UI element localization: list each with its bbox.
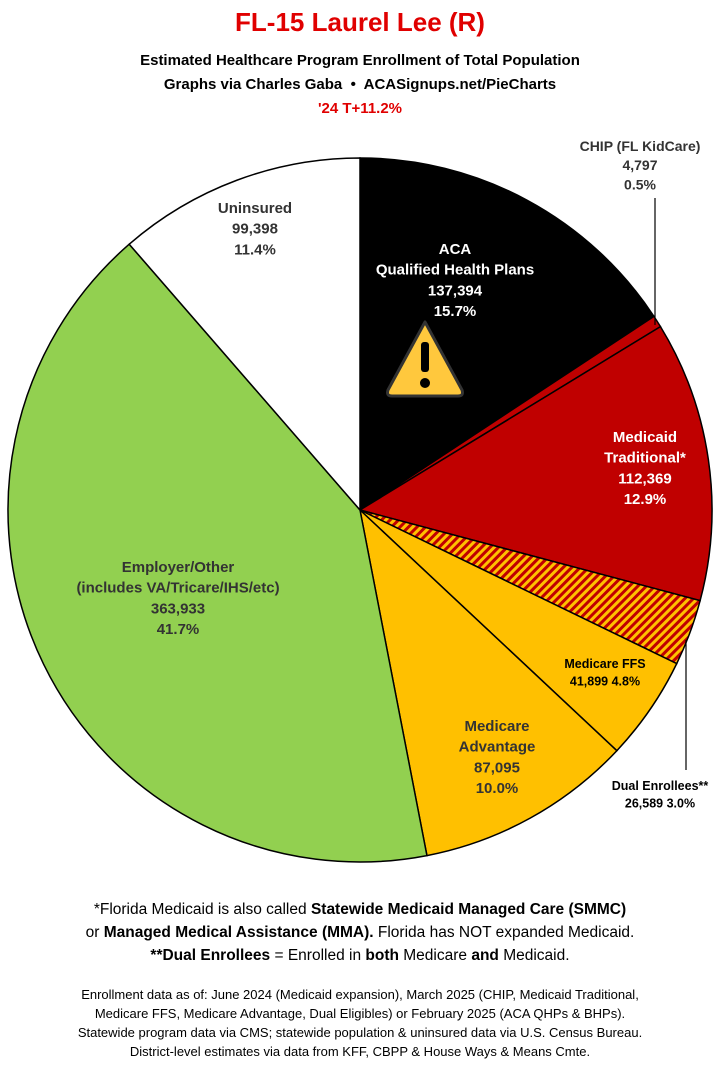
- slice-label: Medicare Advantage: [459, 718, 536, 756]
- slice-value: 41,899 4.8%: [570, 675, 640, 689]
- source-line: Enrollment data as of: June 2024 (Medica…: [81, 987, 639, 1002]
- slice-label: Medicaid Traditional*: [604, 429, 686, 467]
- source-line: District-level estimates via data from K…: [129, 1044, 591, 1059]
- chart: FL-15 Laurel Lee (R) Estimated Healthcar…: [7, 7, 713, 863]
- note-text: or: [85, 924, 104, 941]
- note-text: Florida has NOT expanded Medicaid.: [373, 924, 635, 941]
- pie-slice: [128, 157, 361, 513]
- pie-slice: [7, 243, 428, 863]
- percent-label: 4.8%: [612, 675, 641, 689]
- percent-label: 41.7%: [157, 621, 200, 638]
- labels: ACA Qualified Health Plans 137,394 15.7% CHI…: [76, 138, 708, 811]
- value-label: 363,933: [151, 600, 205, 617]
- value-label: 112,369: [618, 470, 671, 487]
- footnotes: *Florida Medicaid is also called Statewi…: [0, 898, 720, 967]
- value-label: 4,797: [622, 157, 657, 173]
- footnote: *Florida Medicaid is also called Statewi…: [0, 898, 720, 921]
- note-text: Medicaid.: [498, 947, 570, 964]
- percent-label: 11.4%: [234, 241, 276, 258]
- pie: [7, 157, 713, 863]
- source-line: Medicare FFS, Medicare Advantage, Dual E…: [94, 1006, 626, 1021]
- percent-label: 0.5%: [624, 176, 656, 192]
- sources: Enrollment data as of: June 2024 (Medica…: [0, 985, 720, 1061]
- warning-icon: [386, 320, 464, 398]
- slice-label: ACA Qualified Health Plans: [376, 241, 534, 279]
- annotation: '24 T+11.2%: [318, 100, 402, 117]
- percent-label: 10.0%: [476, 780, 519, 797]
- chart-title: FL-15 Laurel Lee (R): [235, 7, 485, 37]
- slice-label: Medicare FFS: [564, 657, 645, 671]
- percent-label: 12.9%: [624, 491, 667, 508]
- value-label: 99,398: [232, 221, 278, 238]
- footnote: **Dual Enrollees = Enrolled in both Medi…: [0, 944, 720, 967]
- slice-label: Employer/Other (includes VA/Tricare/IHS/e…: [76, 559, 279, 597]
- source-line: Statewide program data via CMS; statewid…: [77, 1025, 643, 1040]
- slice-label: Dual Enrollees**: [612, 779, 709, 793]
- note-text: Statewide Medicaid Managed Care (SMMC): [310, 901, 627, 918]
- percent-label: 15.7%: [434, 303, 477, 320]
- note-text: Managed Medical Assistance (MMA).: [103, 924, 374, 941]
- note-text: Medicare: [398, 947, 472, 964]
- chart-subtitle: Estimated Healthcare Program Enrollment …: [140, 52, 580, 69]
- note-text: **Dual Enrollees: [150, 947, 271, 964]
- pie-slice: [359, 157, 655, 512]
- note-text: = Enrolled in: [270, 947, 366, 964]
- slice-value: 26,589 3.0%: [625, 797, 695, 811]
- value-label: 26,589: [625, 797, 663, 811]
- value-label: 137,394: [428, 282, 483, 299]
- note-text: *Florida Medicaid is also called: [93, 901, 311, 918]
- percent-label: 3.0%: [667, 797, 696, 811]
- note-text: and: [471, 947, 499, 964]
- value-label: 87,095: [474, 759, 520, 776]
- pie-slice: [358, 507, 618, 857]
- slice-label: CHIP (FL KidCare): [580, 138, 701, 154]
- slice-label: Uninsured: [218, 200, 292, 217]
- note-text: both: [365, 947, 399, 964]
- chart-credit: Graphs via Charles Gaba • ACASignups.net…: [164, 76, 556, 93]
- value-label: 41,899: [570, 675, 608, 689]
- pie-slice: [358, 325, 713, 602]
- footnote: or Managed Medical Assistance (MMA). Flo…: [0, 921, 720, 944]
